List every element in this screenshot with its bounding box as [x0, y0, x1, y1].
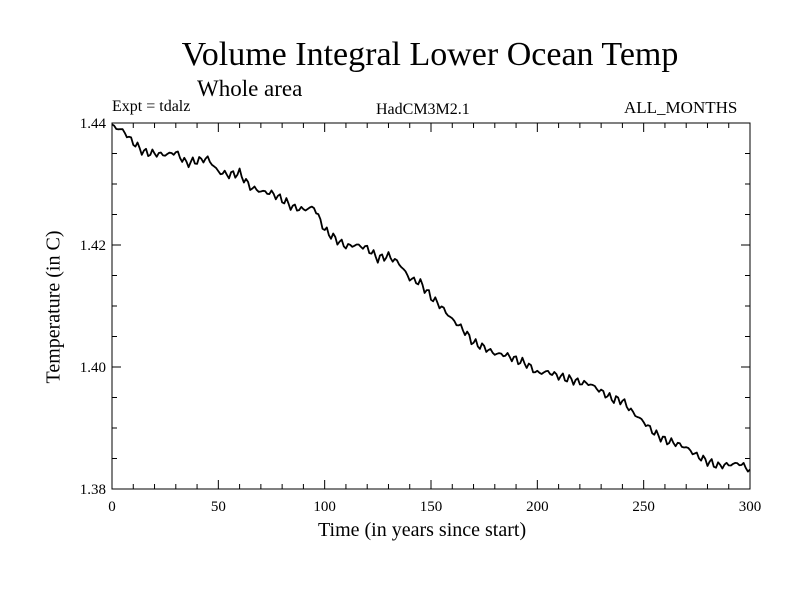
y-tick-label: 1.42: [80, 238, 106, 254]
experiment-label: Expt = tdalz: [112, 98, 191, 115]
period-label: ALL_MONTHS: [624, 98, 738, 117]
x-tick-label: 250: [632, 499, 655, 515]
x-tick-label: 100: [313, 499, 336, 515]
x-tick-label: 200: [526, 499, 549, 515]
x-tick-label: 0: [108, 499, 116, 515]
x-tick-label: 150: [420, 499, 443, 515]
series-line: [111, 123, 751, 473]
x-tick-label: 300: [739, 499, 762, 515]
chart-title: Volume Integral Lower Ocean Temp: [181, 36, 679, 73]
x-axis-label: Time (in years since start): [318, 519, 527, 541]
chart-subtitle: Whole area: [197, 76, 303, 101]
y-tick-label: 1.38: [80, 482, 106, 498]
y-tick-label: 1.40: [80, 360, 106, 376]
model-label: HadCM3M2.1: [376, 101, 470, 118]
y-tick-label: 1.44: [80, 116, 107, 132]
x-tick-label: 50: [211, 499, 226, 515]
